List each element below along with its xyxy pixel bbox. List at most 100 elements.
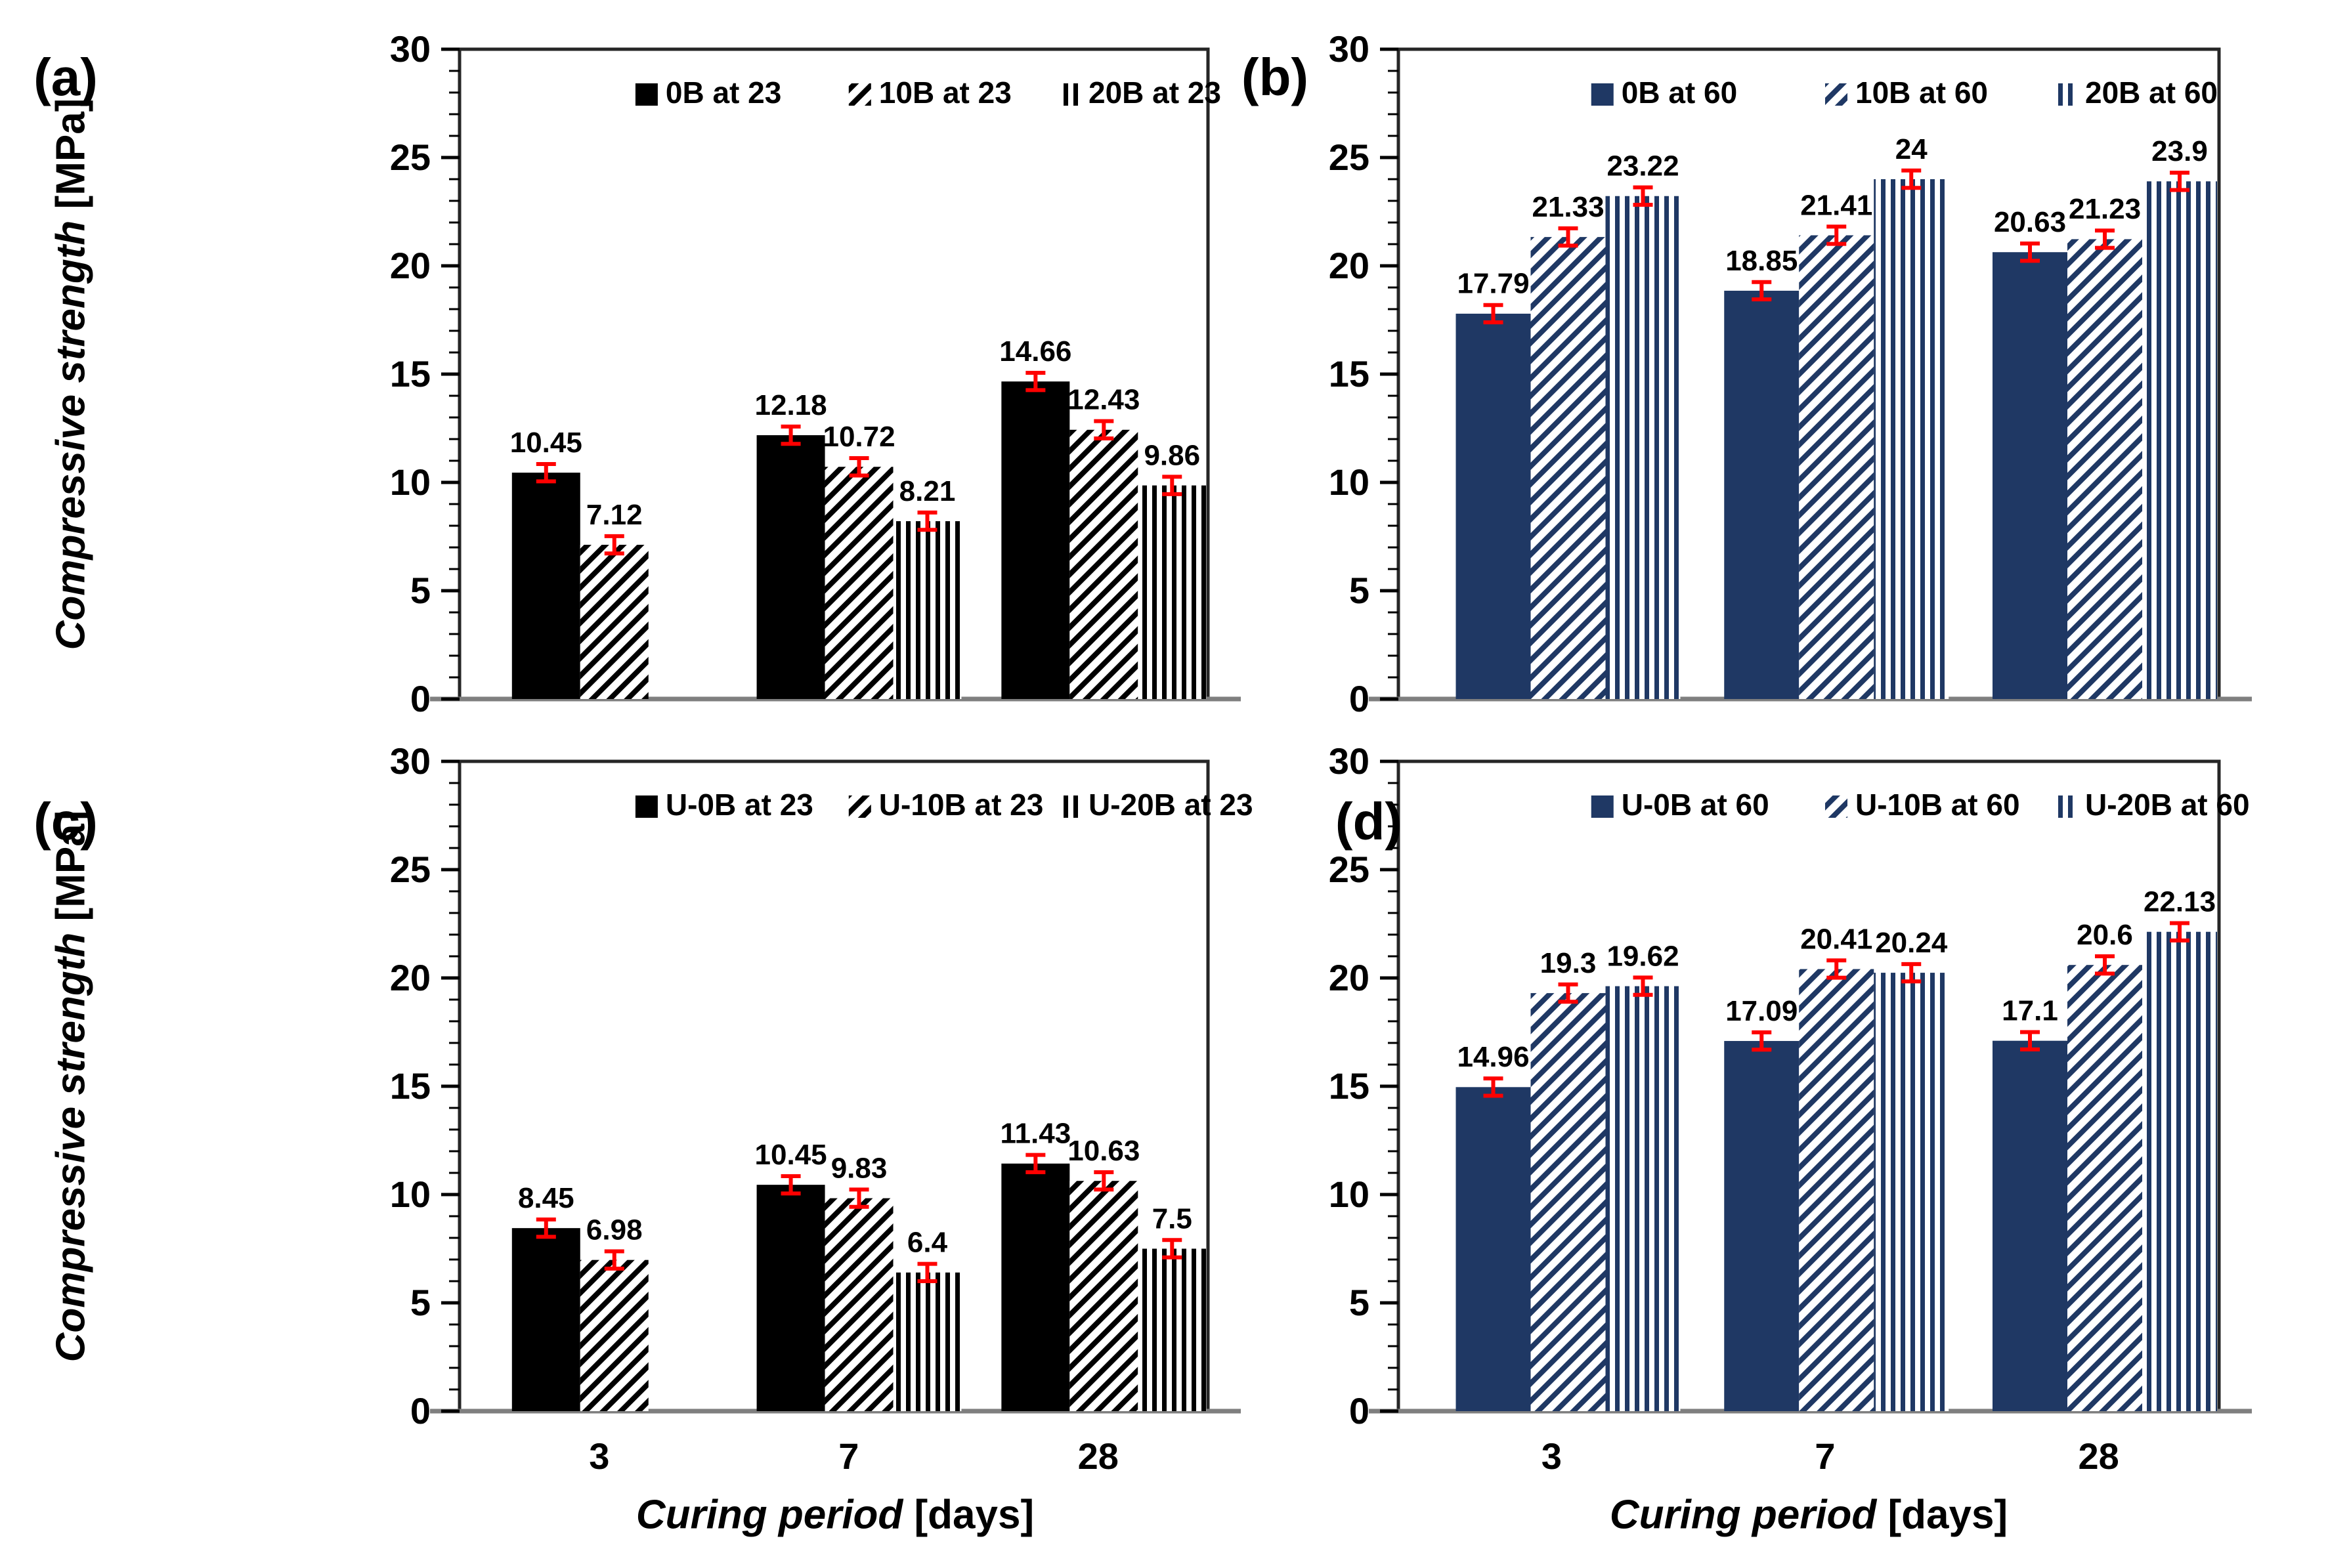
- value-label: 12.18: [755, 389, 827, 421]
- value-label: 10.45: [510, 427, 582, 459]
- value-label: 10.45: [755, 1139, 827, 1171]
- y-tick-label: 10: [390, 461, 431, 503]
- y-tick-label: 5: [1349, 1282, 1369, 1323]
- y-tick-label: 0: [410, 1390, 431, 1431]
- legend-label: 10B at 23: [879, 75, 1012, 110]
- x-axis-title-text: Curing period: [1609, 1492, 1877, 1538]
- value-label: 19.3: [1540, 947, 1597, 979]
- y-tick-label: 25: [1329, 849, 1369, 890]
- y-tick-label: 20: [390, 957, 431, 998]
- value-label: 24: [1895, 133, 1928, 165]
- bar-u-10b-at-60-day3: [1530, 993, 1606, 1411]
- y-tick-label: 10: [1329, 461, 1369, 503]
- legend-label: U-0B at 60: [1622, 788, 1769, 822]
- x-axis-title-text: Curing period: [636, 1492, 903, 1538]
- panel-a-label: (a): [33, 48, 98, 106]
- panel-c-label: (c): [33, 792, 98, 851]
- bar-u-20b-at-60-day7: [1874, 973, 1949, 1411]
- bar-u-10b-at-23-day7: [825, 1198, 894, 1411]
- legend-swatch-vertical: [2055, 795, 2077, 818]
- legend-label: U-10B at 23: [879, 788, 1044, 822]
- panel-c: 0 5 10 15 20 25 30 8.45 10.45 11.43 6.98 9.83 10.63 6…: [390, 740, 1253, 1477]
- panel-d-label: (d): [1335, 792, 1403, 851]
- y-tick-label: 5: [410, 570, 431, 611]
- bar-0b-at-23-day7: [756, 435, 825, 699]
- legend-label: U-20B at 60: [2085, 788, 2250, 822]
- bar-0b-at-60-day3: [1455, 313, 1531, 699]
- y-tick-label: 10: [1329, 1174, 1369, 1215]
- y-tick-label: 15: [390, 1065, 431, 1107]
- legend-swatch-solid: [635, 795, 658, 818]
- value-label: 20.24: [1875, 927, 1948, 959]
- value-label: 10.63: [1067, 1135, 1140, 1167]
- y-axis-title-text: Compressive strength: [48, 932, 94, 1363]
- bar-u-20b-at-23-day7: [893, 1272, 962, 1411]
- legend-label: 20B at 60: [2085, 75, 2218, 110]
- value-label: 22.13: [2144, 886, 2216, 918]
- x-tick-label: 3: [1541, 1435, 1562, 1477]
- value-label: 9.83: [831, 1152, 888, 1184]
- bar-10b-at-60-day3: [1530, 237, 1606, 699]
- bar-u-20b-at-60-day28: [2142, 931, 2217, 1411]
- y-tick-label: 15: [1329, 1065, 1369, 1107]
- bar-20b-at-60-day28: [2142, 181, 2217, 699]
- y-axis-title-unit: [MPa]: [48, 98, 94, 209]
- value-label: 11.43: [1001, 1118, 1071, 1150]
- panel-b-label: (b): [1241, 48, 1309, 106]
- x-tick-label: 3: [589, 1435, 609, 1477]
- legend-swatch-solid: [1591, 83, 1614, 106]
- y-tick-label: 10: [390, 1174, 431, 1215]
- y-axis-title-bottom: Compressive strength [MPa]: [48, 811, 95, 1363]
- x-tick-label: 28: [2079, 1435, 2119, 1477]
- legend-label: U-0B at 23: [666, 788, 813, 822]
- x-tick-label: 7: [1815, 1435, 1835, 1477]
- value-label: 7.5: [1152, 1202, 1192, 1235]
- bar-10b-at-23-day3: [580, 545, 649, 699]
- bar-u-20b-at-60-day3: [1605, 986, 1681, 1411]
- value-label: 23.9: [2151, 135, 2208, 167]
- value-label: 23.22: [1606, 150, 1679, 182]
- bar-20b-at-60-day7: [1874, 179, 1949, 699]
- panel-b: 0 5 10 15 20 25 30 17.79 18.85 20.63 21.33 21.41 21.…: [1329, 28, 2252, 719]
- legend-swatch-vertical: [1058, 795, 1081, 818]
- panel-a: 0 5 10 15 20 25 30 10.45 12.18 14.66 7.12 10.72 12.4…: [390, 28, 1241, 719]
- y-axis-title-top: Compressive strength [MPa]: [48, 98, 95, 650]
- bar-u-0b-at-60-day3: [1455, 1087, 1531, 1411]
- y-tick-label: 20: [390, 245, 431, 286]
- bar-0b-at-23-day28: [1001, 381, 1070, 699]
- bar-0b-at-60-day7: [1724, 290, 1800, 699]
- bar-u-0b-at-23-day3: [511, 1228, 580, 1411]
- y-tick-label: 0: [410, 678, 431, 719]
- value-label: 6.98: [586, 1214, 643, 1246]
- bar-u-10b-at-23-day28: [1069, 1181, 1138, 1411]
- value-label: 6.4: [907, 1227, 948, 1259]
- legend-swatch-vertical: [1058, 83, 1081, 106]
- bar-10b-at-60-day7: [1799, 235, 1874, 700]
- y-tick-label: 20: [1329, 245, 1369, 286]
- legend-label: U-20B at 23: [1089, 788, 1253, 822]
- bar-u-20b-at-23-day28: [1138, 1248, 1207, 1411]
- y-tick-label: 15: [390, 353, 431, 394]
- value-label: 7.12: [586, 499, 643, 531]
- bar-u-0b-at-60-day7: [1724, 1041, 1800, 1411]
- y-axis-title-text: Compressive strength: [48, 220, 94, 650]
- value-label: 21.33: [1532, 191, 1604, 223]
- panel-d: 0 5 10 15 20 25 30 14.96 17.09 17.1 19.3 20.41 20.6 1…: [1329, 740, 2252, 1477]
- y-tick-label: 30: [1329, 740, 1369, 782]
- x-tick-label: 7: [838, 1435, 859, 1477]
- y-tick-label: 0: [1349, 678, 1369, 719]
- y-tick-label: 25: [390, 137, 431, 178]
- y-tick-label: 30: [1329, 28, 1369, 70]
- y-tick-label: 25: [390, 849, 431, 890]
- bar-20b-at-23-day7: [893, 521, 962, 699]
- y-tick-label: 5: [1349, 570, 1369, 611]
- value-label: 21.23: [2069, 193, 2141, 225]
- value-label: 20.6: [2077, 919, 2133, 951]
- y-tick-label: 30: [390, 740, 431, 782]
- value-label: 20.63: [1994, 206, 2066, 238]
- legend-label: 0B at 23: [666, 75, 781, 110]
- value-label: 17.1: [2002, 995, 2058, 1027]
- bar-10b-at-23-day28: [1069, 429, 1138, 699]
- value-label: 8.45: [518, 1182, 574, 1214]
- value-label: 18.85: [1725, 245, 1798, 277]
